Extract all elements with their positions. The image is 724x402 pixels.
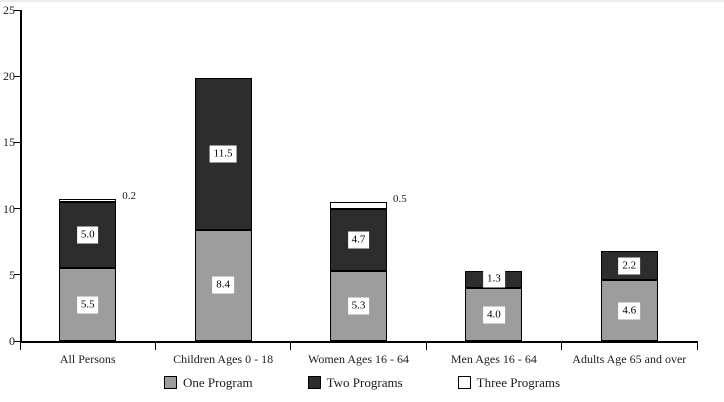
bar-value-label: 4.0 [483, 306, 505, 324]
bar-value-label: 8.4 [212, 276, 234, 294]
x-axis-tick [154, 343, 156, 350]
x-axis-tick [290, 343, 292, 350]
y-axis-line [20, 10, 22, 343]
x-axis-category-label: Children Ages 0 - 18 [173, 352, 274, 366]
bar-value-label: 4.6 [618, 302, 641, 320]
x-axis-tick [425, 343, 427, 350]
legend-swatch-three-programs-icon [457, 376, 471, 389]
y-axis-tick-label: 20 [3, 69, 15, 84]
bar-value-label: 5.3 [347, 297, 370, 315]
y-axis-tick-label: 15 [3, 135, 15, 150]
x-axis-category-label: Adults Age 65 and over [572, 352, 687, 366]
y-axis-tick [14, 340, 20, 342]
legend-item-two-programs: Two Programs [307, 375, 403, 390]
legend-item-three-programs: Three Programs [457, 375, 561, 390]
x-axis-tick [561, 343, 563, 350]
x-axis-category-label: Women Ages 16 - 64 [307, 352, 409, 366]
bar-segment-three-programs [59, 199, 117, 202]
y-axis-tick [14, 9, 20, 11]
y-axis-tick-label: 10 [3, 201, 15, 216]
x-axis-category-label: All Persons [59, 352, 116, 366]
y-axis-tick [14, 208, 20, 210]
bar-value-label: 5.0 [76, 226, 99, 244]
legend-label-one-program: One Program [182, 375, 253, 390]
bar-outside-value-label: 0.2 [122, 190, 136, 203]
x-axis-category-label: Men Ages 16 - 64 [450, 352, 537, 366]
legend-item-one-program: One Program [163, 375, 253, 390]
y-axis-tick [14, 141, 20, 143]
x-axis-line [20, 341, 698, 343]
bar-value-label: 1.3 [483, 270, 505, 288]
x-axis-tick [696, 343, 698, 350]
y-axis-tick-label: 0 [9, 334, 15, 348]
legend-label-two-programs: Two Programs [326, 375, 403, 390]
y-axis-tick-label: 25 [3, 3, 15, 17]
top-border-rule [0, 0, 724, 2]
bar-value-label: 5.5 [76, 296, 99, 314]
y-axis-tick-label: 5 [9, 267, 15, 282]
bar-value-label: 2.2 [618, 257, 641, 275]
legend: One Program Two Programs Three Programs [0, 375, 724, 390]
bar-value-label: 11.5 [209, 145, 237, 163]
legend-label-three-programs: Three Programs [476, 375, 561, 390]
legend-swatch-two-programs-icon [307, 376, 321, 389]
legend-swatch-one-program-icon [163, 376, 177, 389]
x-axis-tick [19, 343, 21, 350]
bar-outside-value-label: 0.5 [393, 192, 407, 205]
y-axis-tick [14, 274, 20, 276]
y-axis-tick [14, 75, 20, 77]
bar-value-label: 4.7 [347, 231, 370, 249]
bar-segment-three-programs [330, 201, 387, 209]
